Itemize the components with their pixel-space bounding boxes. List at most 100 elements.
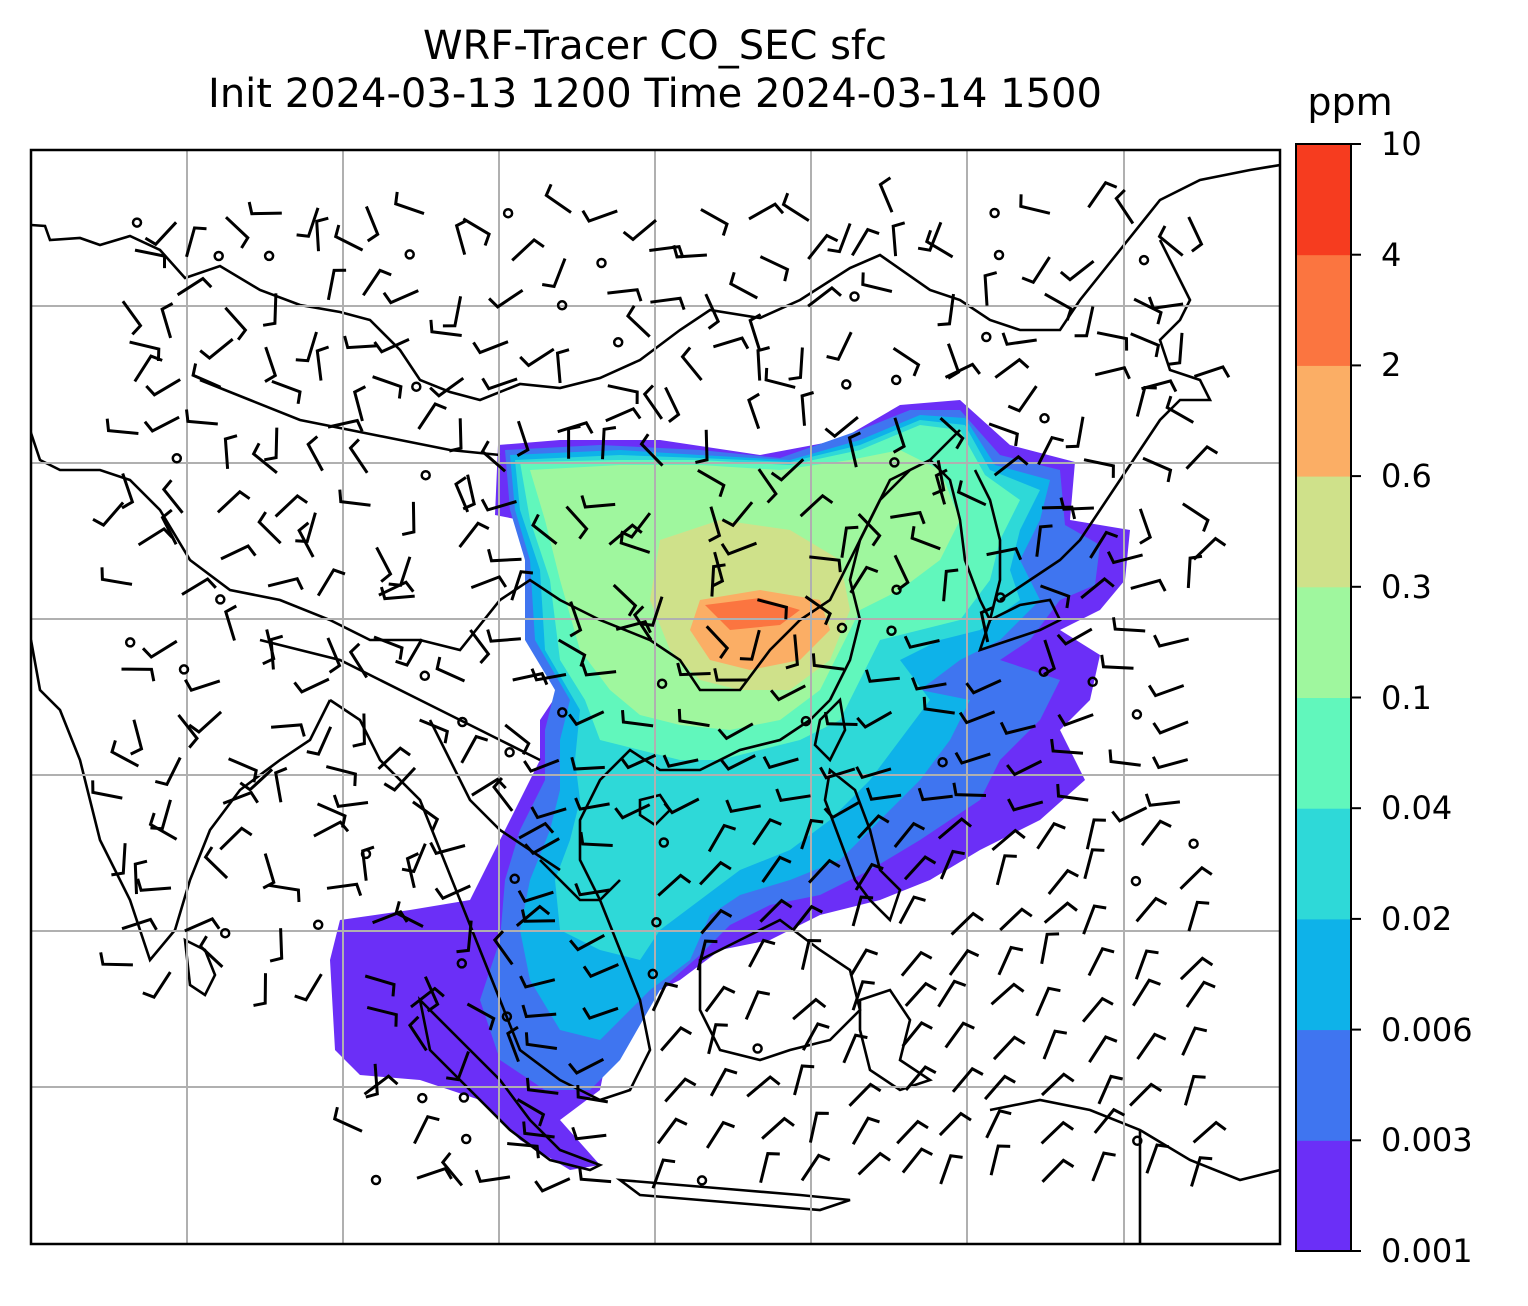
wind-barb bbox=[640, 596, 664, 627]
wind-barb bbox=[1035, 524, 1053, 557]
wind-barb bbox=[1187, 216, 1204, 253]
wind-barb bbox=[133, 354, 163, 383]
calm-wind-marker bbox=[213, 250, 224, 262]
wind-barb bbox=[857, 1151, 891, 1176]
wind-barb bbox=[1040, 1120, 1075, 1145]
wind-barb bbox=[582, 1006, 619, 1020]
wind-barb bbox=[474, 1169, 511, 1183]
wind-barb bbox=[251, 442, 278, 474]
wind-barb bbox=[939, 416, 965, 450]
wind-barb bbox=[1165, 395, 1195, 424]
wind-barb bbox=[958, 710, 996, 725]
wind-barb bbox=[541, 258, 567, 289]
wind-barb bbox=[1130, 578, 1167, 592]
wind-barb bbox=[487, 548, 522, 563]
wind-barb bbox=[325, 765, 357, 787]
wind-barb bbox=[811, 653, 845, 671]
wind-barb bbox=[939, 849, 965, 880]
wind-barb bbox=[759, 255, 790, 282]
wind-barb bbox=[524, 837, 560, 856]
wind-barb bbox=[448, 418, 463, 453]
wind-barb bbox=[1144, 793, 1181, 807]
wind-barb bbox=[1047, 868, 1079, 895]
wind-barb bbox=[704, 985, 736, 1013]
wind-barb bbox=[216, 489, 251, 514]
wind-barb bbox=[466, 1002, 496, 1031]
wind-barb bbox=[424, 976, 440, 1013]
wind-barb bbox=[1147, 684, 1185, 698]
title-line-1: WRF-Tracer CO_SEC sfc bbox=[422, 23, 888, 69]
wind-barb bbox=[1186, 554, 1203, 589]
wind-barb bbox=[1080, 576, 1115, 600]
colorbar-tick-label: 4 bbox=[1381, 235, 1402, 274]
calm-wind-marker bbox=[131, 217, 143, 228]
wind-barb bbox=[952, 782, 987, 797]
wind-barb bbox=[696, 939, 718, 971]
wind-barb bbox=[92, 501, 125, 528]
wind-barb bbox=[729, 271, 759, 300]
wind-barb bbox=[893, 821, 926, 848]
colorbar-tick-label: 0.02 bbox=[1381, 899, 1453, 938]
calm-wind-marker bbox=[419, 670, 431, 682]
wind-barb bbox=[1190, 1156, 1213, 1187]
wind-barb bbox=[571, 1126, 607, 1141]
wind-barb bbox=[121, 300, 143, 336]
wind-barb bbox=[965, 679, 1002, 695]
wind-barb bbox=[954, 751, 991, 765]
wind-barb bbox=[770, 458, 805, 482]
wind-barb bbox=[747, 392, 761, 430]
wind-barb bbox=[1108, 749, 1141, 767]
wind-barb bbox=[657, 873, 692, 897]
wind-barb bbox=[442, 296, 463, 328]
wind-barb bbox=[676, 662, 711, 677]
wind-barb bbox=[531, 513, 558, 545]
wind-barb bbox=[373, 635, 404, 660]
wind-barb bbox=[188, 710, 223, 734]
wind-barb bbox=[269, 634, 284, 670]
colorbar-segment bbox=[1296, 1029, 1351, 1141]
wind-barb bbox=[579, 831, 613, 847]
wind-barb bbox=[570, 756, 605, 771]
wind-barb bbox=[1041, 505, 1077, 520]
wind-barb bbox=[181, 577, 217, 596]
wind-barb bbox=[519, 975, 556, 989]
wind-barb bbox=[990, 982, 1025, 1006]
wind-barb bbox=[1019, 194, 1051, 215]
wind-barb bbox=[621, 709, 654, 728]
wind-barb bbox=[434, 884, 471, 901]
wind-barb bbox=[739, 629, 761, 661]
wind-barb bbox=[274, 766, 288, 803]
wind-barb bbox=[1135, 896, 1168, 923]
wind-barb bbox=[878, 176, 894, 213]
wind-barb bbox=[792, 997, 827, 1021]
wind-barb bbox=[823, 711, 858, 726]
wind-barb bbox=[1001, 332, 1037, 346]
calm-wind-marker bbox=[1188, 838, 1199, 849]
wind-barb bbox=[223, 434, 238, 470]
wind-barb bbox=[650, 296, 686, 311]
wind-barb bbox=[581, 663, 617, 677]
wind-barb bbox=[1097, 1074, 1124, 1105]
wind-barb bbox=[445, 1050, 470, 1082]
wind-barb bbox=[454, 476, 470, 513]
wind-barb bbox=[748, 202, 785, 221]
wind-barb bbox=[704, 293, 721, 330]
wind-barb bbox=[270, 723, 306, 737]
wind-barb bbox=[198, 935, 224, 968]
wind-barb bbox=[1167, 332, 1184, 366]
wind-barb bbox=[1135, 385, 1157, 417]
wind-barb bbox=[840, 525, 859, 558]
wind-barb bbox=[269, 928, 284, 963]
wind-barb bbox=[274, 493, 309, 518]
wind-barb bbox=[565, 505, 589, 540]
wind-barb bbox=[472, 340, 509, 355]
wind-barb bbox=[160, 508, 178, 545]
colorbar-tick-label: 0.003 bbox=[1381, 1121, 1473, 1160]
wind-barb bbox=[1085, 818, 1106, 850]
wind-barb bbox=[759, 898, 793, 923]
wind-barb bbox=[435, 656, 466, 683]
calm-wind-marker bbox=[981, 331, 992, 343]
wind-barb bbox=[632, 605, 653, 641]
wind-barb bbox=[615, 620, 652, 634]
wind-barb bbox=[129, 340, 161, 362]
